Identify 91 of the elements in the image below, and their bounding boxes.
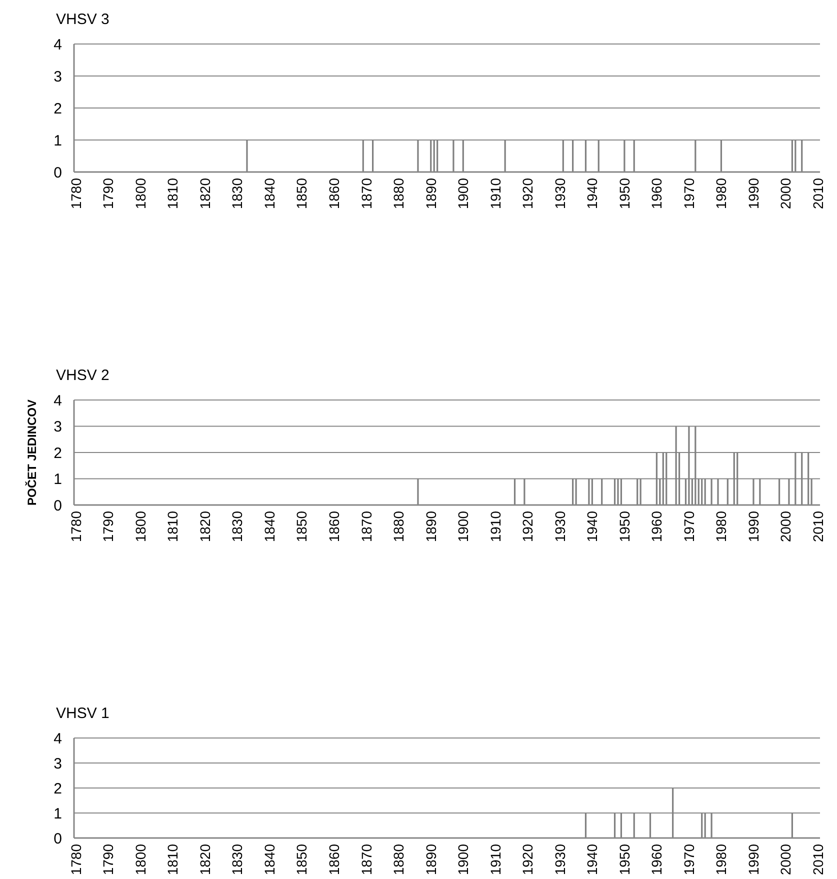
x-tick-label: 1810 (164, 178, 181, 210)
x-tick-label: 1990 (745, 844, 762, 876)
x-tick-label: 1980 (713, 510, 730, 542)
x-tick-label: 1790 (100, 844, 116, 876)
x-tick-label: 1960 (648, 844, 665, 876)
y-tick-label: 4 (54, 730, 62, 748)
x-tick-label: 1950 (616, 510, 632, 542)
x-tick-label: 1860 (326, 510, 342, 542)
chart-title: VHSV 3 (56, 11, 110, 28)
x-tick-label: 2010 (810, 510, 826, 542)
x-tick-label: 1850 (294, 844, 310, 876)
x-tick-label: 1910 (487, 844, 504, 876)
x-tick-label: 1940 (584, 844, 600, 876)
x-tick-label: 1860 (326, 844, 342, 876)
y-tick-label: 2 (54, 100, 62, 118)
x-tick-label: 1800 (132, 510, 148, 542)
x-tick-label: 2000 (778, 510, 794, 542)
x-tick-label: 1890 (422, 510, 439, 542)
x-tick-label: 1830 (229, 844, 246, 876)
x-tick-label: 1810 (164, 510, 181, 542)
x-tick-label: 1820 (196, 510, 213, 542)
x-tick-label: 1880 (390, 178, 407, 210)
x-tick-label: 1980 (713, 178, 730, 210)
x-tick-label: 1900 (455, 844, 472, 876)
x-tick-label: 2000 (778, 178, 794, 210)
x-tick-label: 1940 (584, 178, 600, 210)
x-tick-label: 1780 (68, 510, 84, 542)
x-tick-label: 1890 (422, 178, 439, 210)
x-tick-label: 1970 (680, 510, 697, 542)
x-tick-label: 1800 (132, 178, 148, 210)
x-tick-label: 1820 (196, 844, 213, 876)
chart-title: VHSV 2 (56, 367, 110, 384)
y-tick-label: 3 (54, 755, 62, 772)
x-tick-label: 1940 (584, 510, 600, 542)
x-tick-label: 1970 (680, 178, 697, 210)
y-tick-label: 2 (54, 444, 62, 462)
x-tick-label: 1960 (648, 178, 665, 210)
y-tick-label: 3 (54, 68, 62, 86)
y-tick-label: 1 (54, 132, 62, 150)
x-tick-label: 1840 (261, 844, 278, 876)
y-tick-label: 4 (54, 36, 62, 54)
x-tick-label: 1950 (616, 844, 632, 876)
x-tick-label: 1880 (390, 510, 407, 542)
x-tick-label: 1900 (455, 178, 472, 210)
x-tick-label: 1910 (487, 178, 504, 210)
x-tick-label: 1990 (745, 178, 762, 210)
x-tick-label: 1840 (261, 510, 278, 542)
x-tick-label: 1920 (520, 844, 536, 876)
x-tick-label: 1920 (520, 510, 536, 542)
y-tick-label: 4 (54, 392, 62, 410)
x-tick-label: 2000 (778, 844, 794, 876)
y-tick-label: 0 (54, 497, 62, 514)
x-tick-label: 1850 (294, 178, 310, 210)
x-tick-label: 2010 (810, 178, 826, 210)
x-tick-label: 2010 (810, 844, 826, 876)
x-tick-label: 1810 (164, 844, 181, 876)
x-tick-label: 1870 (358, 178, 374, 210)
x-tick-label: 1790 (100, 178, 116, 210)
x-tick-label: 1950 (616, 178, 632, 210)
x-tick-label: 1930 (552, 844, 568, 876)
x-tick-label: 1990 (745, 510, 762, 542)
y-tick-label: 1 (54, 805, 62, 822)
x-tick-label: 1870 (358, 510, 374, 542)
x-tick-label: 1860 (326, 178, 342, 210)
x-tick-label: 1890 (422, 844, 439, 876)
x-tick-label: 1840 (261, 178, 278, 210)
y-tick-label: 3 (54, 418, 62, 436)
x-tick-label: 1970 (680, 844, 697, 876)
y-tick-label: 1 (54, 471, 62, 488)
x-tick-label: 1820 (196, 178, 213, 210)
x-tick-label: 1980 (713, 844, 730, 876)
x-tick-label: 1790 (100, 510, 116, 542)
x-tick-label: 1900 (455, 510, 472, 542)
x-tick-label: 1930 (552, 178, 568, 210)
y-tick-label: 0 (54, 830, 62, 848)
x-tick-label: 1830 (229, 510, 246, 542)
x-tick-label: 1960 (648, 510, 665, 542)
x-tick-label: 1910 (487, 510, 504, 542)
x-tick-label: 1780 (68, 178, 84, 210)
chart-title: VHSV 1 (56, 705, 110, 722)
x-tick-label: 1830 (229, 178, 246, 210)
y-axis-title: POČET JEDINCOV (25, 399, 39, 506)
x-tick-label: 1850 (294, 510, 310, 542)
x-tick-label: 1780 (68, 844, 84, 876)
x-tick-label: 1930 (552, 510, 568, 542)
y-tick-label: 0 (54, 164, 62, 182)
x-tick-label: 1800 (132, 844, 148, 876)
x-tick-label: 1880 (390, 844, 407, 876)
x-tick-label: 1920 (520, 178, 536, 210)
y-tick-label: 2 (54, 780, 62, 798)
x-tick-label: 1870 (358, 844, 374, 876)
